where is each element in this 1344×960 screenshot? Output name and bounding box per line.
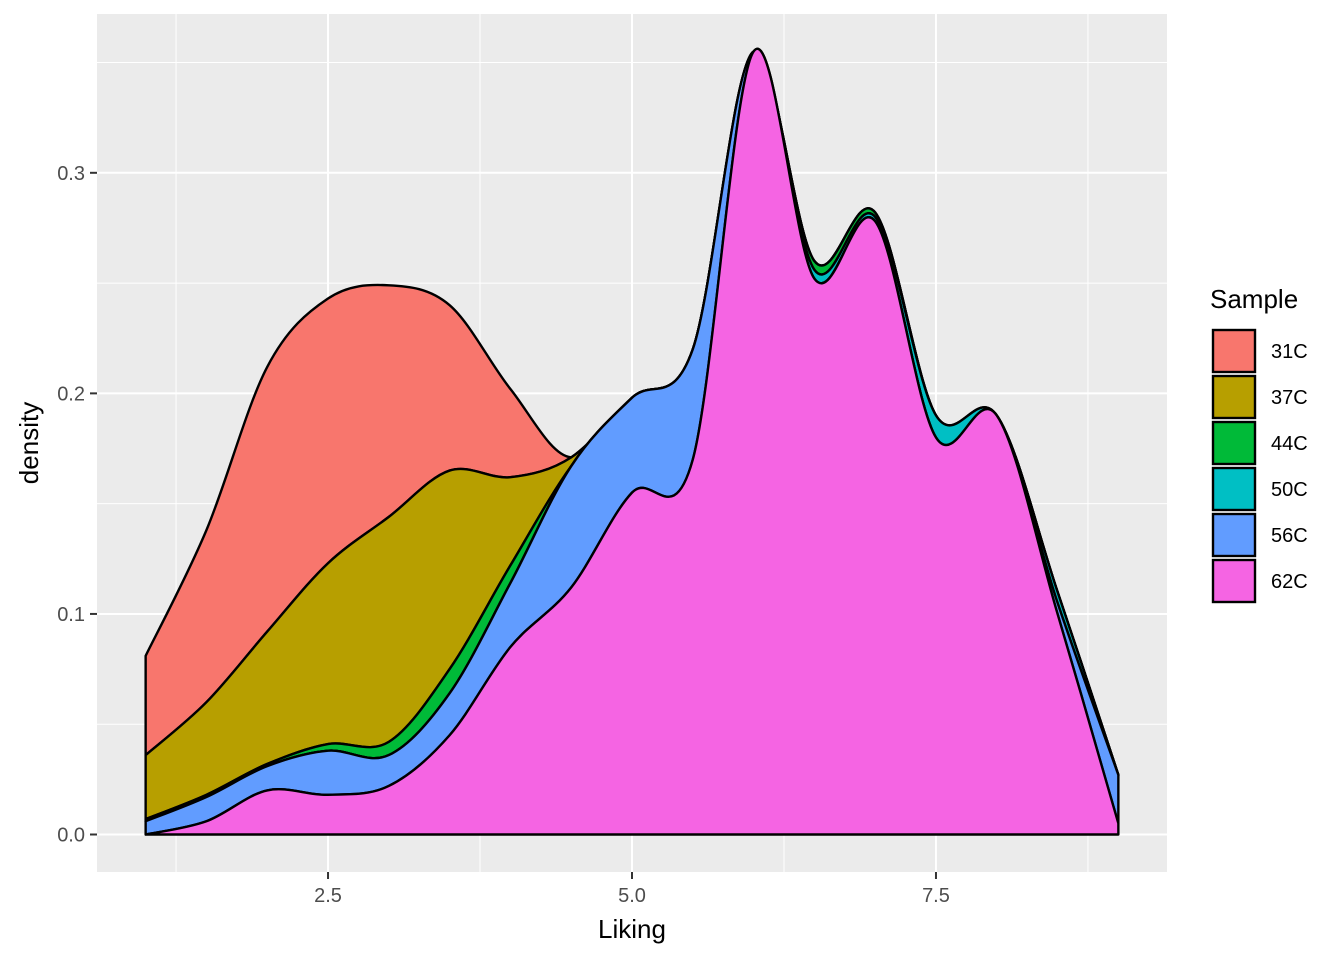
density-area-62c <box>144 47 1120 836</box>
legend: Sample 31C 37C 44C 50C 56C 62C <box>1210 284 1308 604</box>
y-tick-label: 0.0 <box>57 825 85 847</box>
legend-label-56c: 56C <box>1271 525 1308 547</box>
legend-label-31c: 31C <box>1271 341 1308 363</box>
x-axis-title: Liking <box>598 914 666 944</box>
x-axis: 2.5 5.0 7.5 <box>314 872 950 907</box>
legend-key-37c <box>1211 374 1257 420</box>
legend-key-50c <box>1211 466 1257 512</box>
legend-label-37c: 37C <box>1271 387 1308 409</box>
y-tick-label: 0.1 <box>57 604 85 626</box>
y-tick-label: 0.2 <box>57 383 85 405</box>
legend-label-62c: 62C <box>1271 571 1308 593</box>
legend-key-44c <box>1211 420 1257 466</box>
legend-title: Sample <box>1210 284 1298 314</box>
y-tick-label: 0.3 <box>57 163 85 185</box>
legend-key-62c <box>1211 558 1257 604</box>
stacked-density-areas <box>144 47 1120 836</box>
legend-key-31c <box>1211 328 1257 374</box>
y-axis-title: density <box>14 402 44 484</box>
legend-label-50c: 50C <box>1271 479 1308 501</box>
x-tick-label: 2.5 <box>314 885 342 907</box>
legend-key-56c <box>1211 512 1257 558</box>
y-axis: 0.0 0.1 0.2 0.3 <box>57 163 97 847</box>
legend-label-44c: 44C <box>1271 433 1308 455</box>
x-tick-label: 7.5 <box>922 885 950 907</box>
x-tick-label: 5.0 <box>618 885 646 907</box>
